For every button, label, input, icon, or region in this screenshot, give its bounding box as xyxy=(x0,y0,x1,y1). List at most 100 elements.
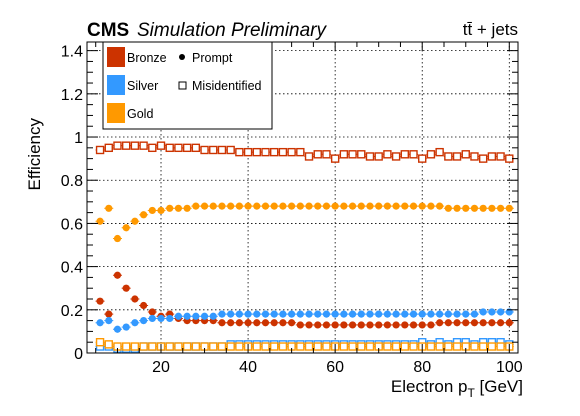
x-tick-label: 40 xyxy=(239,359,257,376)
point-bronze-prompt xyxy=(479,319,487,327)
legend-label-silver: Silver xyxy=(127,79,158,93)
point-silver-prompt xyxy=(444,310,452,318)
point-bronze-misidentified xyxy=(95,145,105,155)
point-gold-misidentified xyxy=(313,342,322,351)
point-gold-misidentified xyxy=(478,342,488,351)
point-bronze-prompt xyxy=(113,271,122,279)
x-tick-label: 80 xyxy=(413,359,431,376)
point-gold-prompt xyxy=(157,206,165,215)
point-bronze-prompt xyxy=(436,319,444,327)
point-gold-prompt xyxy=(296,202,304,210)
point-silver-prompt xyxy=(139,317,148,325)
point-gold-misidentified xyxy=(357,342,366,351)
legend-box xyxy=(102,41,273,130)
point-gold-misidentified xyxy=(426,342,436,351)
point-bronze-prompt xyxy=(375,321,383,329)
point-gold-prompt xyxy=(496,204,505,212)
point-bronze-misidentified xyxy=(200,145,209,155)
point-silver-prompt xyxy=(174,312,183,320)
point-bronze-misidentified xyxy=(148,143,157,153)
point-silver-prompt xyxy=(305,310,313,318)
point-silver-prompt xyxy=(348,310,357,318)
point-gold-prompt xyxy=(122,224,130,232)
point-bronze-misidentified xyxy=(330,154,340,163)
point-gold-misidentified xyxy=(391,342,401,351)
point-bronze-misidentified xyxy=(444,152,453,161)
x-tick-label: 100 xyxy=(496,359,523,376)
point-gold-misidentified xyxy=(278,342,288,351)
point-gold-misidentified xyxy=(209,342,218,351)
point-silver-prompt xyxy=(418,310,426,318)
point-bronze-prompt xyxy=(322,321,331,329)
point-gold-prompt xyxy=(253,202,261,210)
point-gold-misidentified xyxy=(487,342,497,351)
point-silver-prompt xyxy=(113,325,122,333)
point-silver-prompt xyxy=(409,310,418,318)
point-silver-prompt xyxy=(96,319,104,327)
point-silver-prompt xyxy=(105,317,113,325)
point-bronze-misidentified xyxy=(357,150,366,159)
point-gold-prompt xyxy=(96,217,104,225)
point-bronze-misidentified xyxy=(304,152,314,161)
point-bronze-prompt xyxy=(235,319,243,327)
point-silver-prompt xyxy=(436,310,444,318)
point-gold-prompt xyxy=(322,202,331,210)
point-bronze-misidentified xyxy=(374,152,383,161)
point-bronze-misidentified xyxy=(470,152,479,161)
point-gold-prompt xyxy=(174,204,183,212)
point-bronze-misidentified xyxy=(365,152,375,161)
x-tick-label: 60 xyxy=(326,359,344,376)
point-gold-misidentified xyxy=(348,342,357,351)
point-gold-misidentified xyxy=(252,342,261,351)
point-bronze-prompt xyxy=(96,297,104,305)
point-gold-prompt xyxy=(288,202,296,210)
point-silver-prompt xyxy=(270,310,278,318)
point-gold-misidentified xyxy=(383,342,392,351)
plot-border xyxy=(86,41,519,354)
point-bronze-misidentified xyxy=(348,150,357,159)
point-gold-prompt xyxy=(444,204,452,212)
point-bronze-misidentified xyxy=(156,141,166,150)
point-bronze-prompt xyxy=(296,321,304,329)
point-gold-misidentified xyxy=(148,342,157,351)
plot-frame xyxy=(86,41,519,354)
point-bronze-misidentified xyxy=(191,143,201,153)
point-bronze-misidentified xyxy=(339,150,349,159)
point-silver-prompt xyxy=(340,310,348,318)
point-gold-prompt xyxy=(261,202,270,210)
x-axis-title: Electron pT [GeV] xyxy=(391,377,523,400)
point-gold-prompt xyxy=(418,202,426,210)
point-gold-prompt xyxy=(148,206,156,215)
point-gold-prompt xyxy=(453,204,461,212)
point-gold-prompt xyxy=(192,202,200,210)
point-gold-misidentified xyxy=(496,342,505,351)
point-bronze-misidentified xyxy=(165,143,174,153)
point-gold-prompt xyxy=(348,202,357,210)
point-silver-prompt xyxy=(192,312,200,320)
legend: Bronze Silver Gold Prompt Misidentified xyxy=(102,41,273,130)
point-silver-prompt xyxy=(253,310,261,318)
point-bronze-misidentified xyxy=(252,147,261,157)
point-gold-prompt xyxy=(279,202,287,210)
point-bronze-prompt xyxy=(488,319,496,327)
point-bronze-misidentified xyxy=(113,141,122,150)
point-silver-prompt xyxy=(200,312,209,320)
point-silver-prompt xyxy=(288,310,296,318)
point-gold-prompt xyxy=(470,204,479,212)
point-bronze-misidentified xyxy=(391,152,401,161)
point-bronze-misidentified xyxy=(261,147,270,157)
point-silver-prompt xyxy=(314,310,322,318)
point-silver-prompt xyxy=(322,310,331,318)
x-tick-label: 20 xyxy=(152,359,170,376)
point-bronze-misidentified xyxy=(217,145,227,155)
y-tick-label: 1.2 xyxy=(61,87,83,104)
point-bronze-prompt xyxy=(357,321,365,329)
point-bronze-prompt xyxy=(279,319,287,327)
legend-swatch-silver xyxy=(107,75,125,95)
legend-misidentified-marker xyxy=(178,81,187,90)
point-silver-prompt xyxy=(183,312,191,320)
point-gold-misidentified xyxy=(304,342,314,351)
point-bronze-misidentified xyxy=(287,147,296,157)
point-bronze-prompt xyxy=(122,284,130,292)
point-gold-misidentified xyxy=(95,338,105,347)
